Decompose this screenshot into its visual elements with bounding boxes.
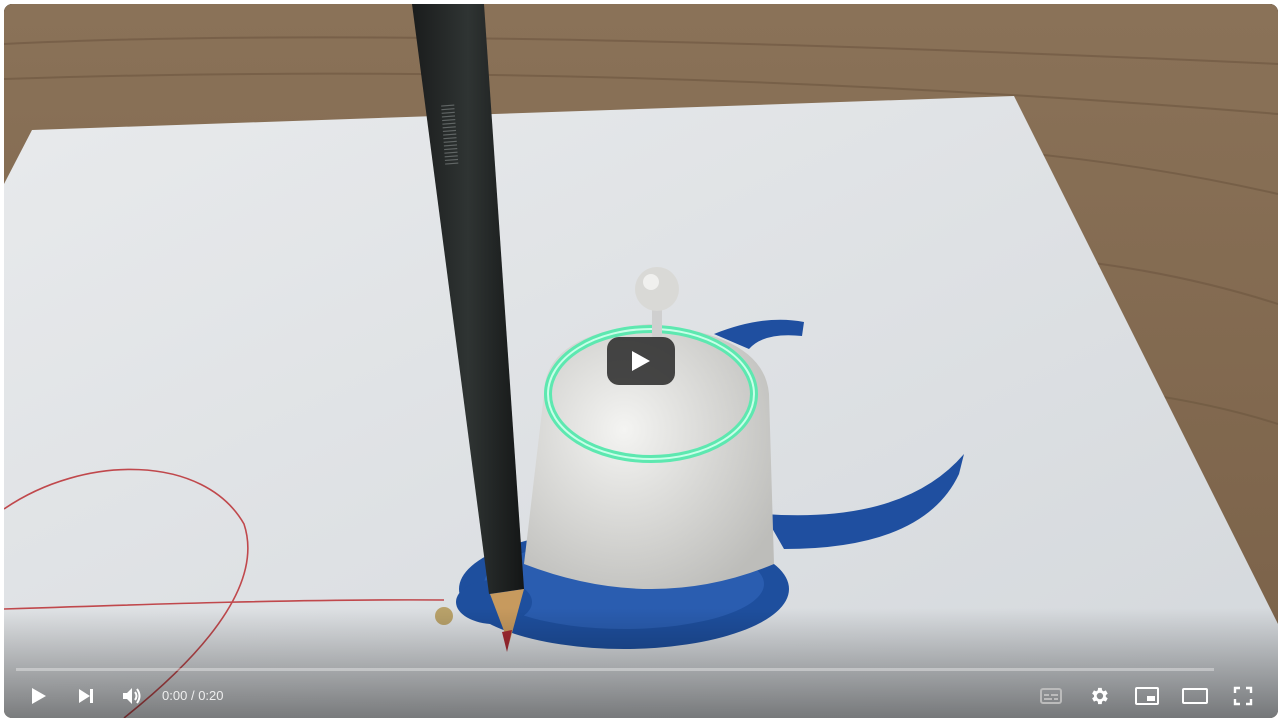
current-time: 0:00	[162, 688, 188, 703]
play-button[interactable]	[18, 676, 58, 716]
miniplayer-icon	[1135, 687, 1159, 705]
theater-icon	[1182, 688, 1208, 704]
volume-icon	[123, 688, 141, 704]
fullscreen-button[interactable]	[1223, 676, 1263, 716]
play-icon	[632, 351, 650, 371]
settings-button[interactable]	[1079, 676, 1119, 716]
video-player[interactable]: |||||||||||||||||	[4, 4, 1278, 718]
large-play-button[interactable]	[607, 337, 675, 385]
duration: 0:20	[198, 688, 224, 703]
time-separator: /	[190, 688, 195, 703]
progress-bar[interactable]	[16, 668, 1214, 671]
svg-text:|||||||||||||||||: |||||||||||||||||	[441, 103, 461, 166]
fullscreen-icon	[1233, 686, 1253, 706]
skip-next-icon	[79, 689, 93, 703]
theater-button[interactable]	[1175, 676, 1215, 716]
video-frame[interactable]: |||||||||||||||||	[4, 4, 1278, 718]
gear-icon	[1092, 687, 1108, 705]
time-display: 0:00 / 0:20	[162, 676, 224, 716]
volume-button[interactable]	[112, 676, 152, 716]
next-button[interactable]	[66, 676, 106, 716]
miniplayer-button[interactable]	[1127, 676, 1167, 716]
subtitles-button[interactable]	[1031, 676, 1071, 716]
player-controls: 0:00 / 0:20	[4, 676, 1278, 716]
subtitles-icon	[1040, 688, 1062, 704]
play-icon	[32, 688, 46, 704]
